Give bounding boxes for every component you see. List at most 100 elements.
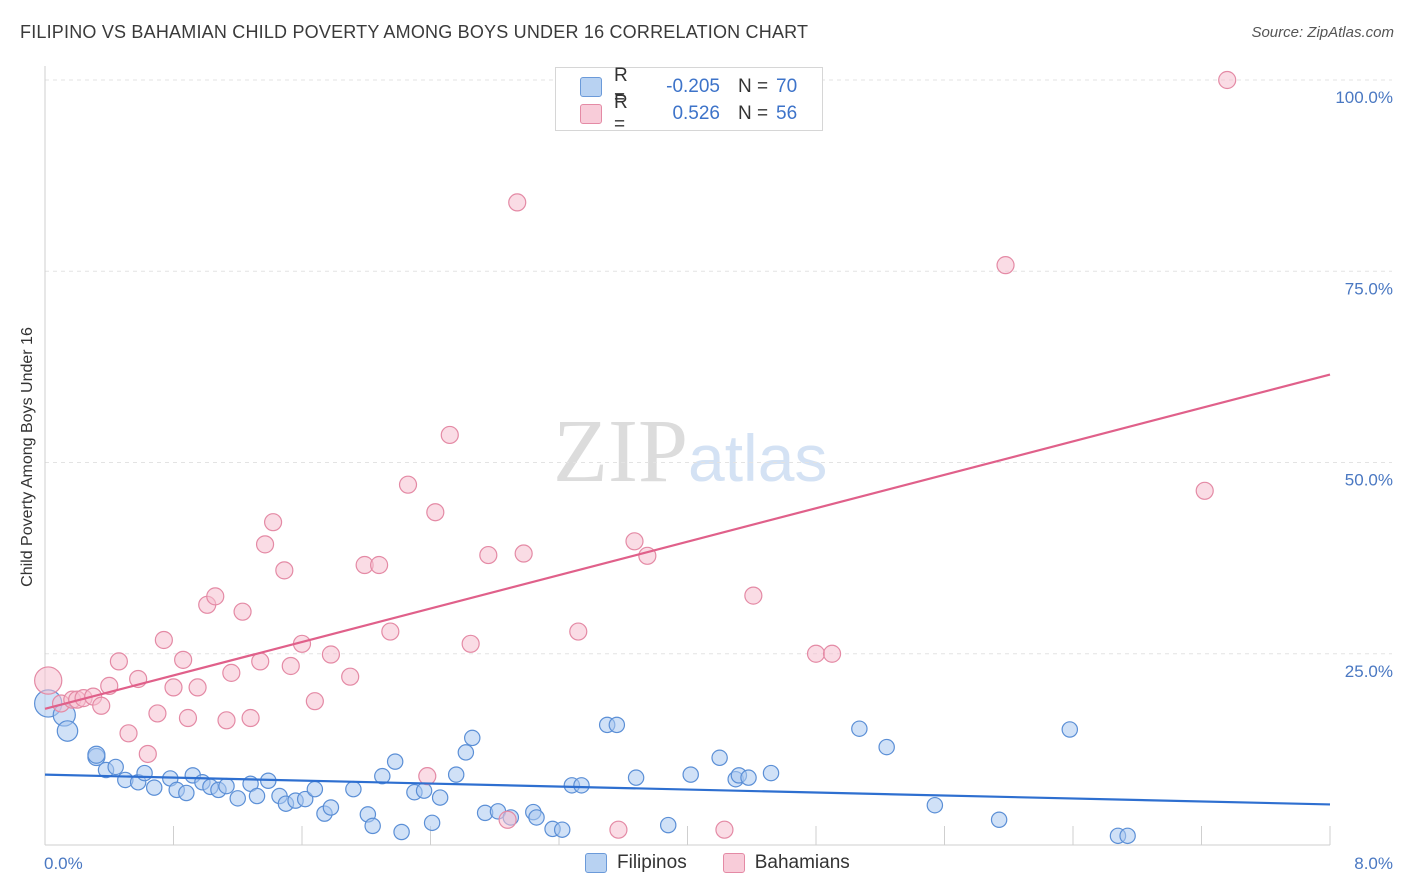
filipino-point <box>345 780 362 798</box>
filipino-point <box>851 720 868 737</box>
bahamian-point <box>341 667 360 686</box>
bahamian-point <box>206 587 225 606</box>
filipino-point <box>145 779 163 796</box>
bahamian-point <box>138 744 157 764</box>
filipino-point <box>218 777 235 795</box>
watermark-zip: ZIP <box>553 402 688 501</box>
bahamian-point <box>1195 481 1214 500</box>
bahamian-point <box>806 644 826 663</box>
axes <box>44 66 1331 846</box>
watermark-atlas: atlas <box>688 421 828 495</box>
filipino-point <box>386 753 404 770</box>
bahamian-point <box>625 532 644 551</box>
bahamian-point <box>1218 70 1237 90</box>
filipino-point <box>107 758 124 776</box>
filipino-point <box>374 767 391 785</box>
bahamian-point <box>715 820 734 839</box>
filipinos-trend-line <box>44 773 1331 806</box>
filipino-point <box>248 787 266 805</box>
filipino-point <box>1061 721 1079 738</box>
legend-n-label: N = <box>738 103 769 124</box>
bahamians-trend-line <box>44 373 1331 710</box>
filipino-point <box>528 809 545 826</box>
y-tick-label: 50.0% <box>1345 471 1393 490</box>
x-tick-label: 8.0% <box>1354 854 1393 873</box>
filipino-point <box>878 738 895 756</box>
filipino-point <box>659 816 677 834</box>
correlation-legend: R = -0.205 N = 70 R = 0.526 N = 56 <box>555 65 823 135</box>
bahamian-point <box>275 561 294 580</box>
tick-labels: 100.0% 75.0% 50.0% 25.0% 0.0% 8.0% <box>44 88 1393 873</box>
bahamian-point <box>34 666 63 695</box>
filipino-point <box>447 766 465 783</box>
filipino-point <box>393 823 410 841</box>
filipino-point <box>762 764 780 782</box>
bahamian-point <box>263 513 283 532</box>
filipino-point <box>56 720 79 742</box>
swatch-filipinos <box>585 853 607 873</box>
swatch-bahamians <box>722 853 745 873</box>
filipino-point <box>423 814 441 832</box>
filipino-point <box>431 789 449 806</box>
legend-r-value: 0.526 <box>672 103 720 124</box>
bahamian-point <box>479 545 498 565</box>
legend-r-value: -0.205 <box>666 76 720 97</box>
bahamian-point <box>222 663 241 682</box>
y-tick-label: 100.0% <box>1335 88 1393 107</box>
bahamian-point <box>154 630 173 650</box>
legend-item-bahamians[interactable]: Bahamians <box>722 852 850 874</box>
filipino-point <box>553 821 571 838</box>
bahamian-point <box>241 708 260 728</box>
filipino-point <box>573 777 590 794</box>
filipino-point <box>608 716 626 734</box>
legend-item-filipinos[interactable]: Filipinos <box>585 852 687 874</box>
bahamian-point <box>381 622 400 641</box>
legend-row-bahamians: R = 0.526 N = 56 <box>580 92 798 135</box>
legend-swatch-bahamians <box>580 104 602 124</box>
bahamian-point <box>508 193 527 212</box>
bahamian-point <box>255 535 275 554</box>
bahamian-point <box>744 586 763 605</box>
legend-n-value: 56 <box>776 103 798 124</box>
watermark: ZIPatlas <box>553 400 827 503</box>
legend-label-filipinos: Filipinos <box>617 852 687 873</box>
filipino-point <box>740 769 757 786</box>
bahamian-point <box>569 622 588 641</box>
filipino-point <box>682 766 699 783</box>
bahamian-point <box>174 650 193 669</box>
bahamian-point <box>148 704 167 723</box>
bahamian-point <box>119 724 138 743</box>
bahamian-point <box>461 634 480 653</box>
bahamian-point <box>996 256 1015 275</box>
bahamian-point <box>281 656 300 676</box>
filipino-point <box>136 764 153 782</box>
bahamian-point <box>178 708 198 728</box>
filipino-point <box>464 729 481 747</box>
bahamian-point <box>426 503 445 522</box>
bahamian-point <box>822 644 842 663</box>
legend-label-bahamians: Bahamians <box>754 852 850 873</box>
bahamian-point <box>418 767 437 786</box>
source-credit: Source: ZipAtlas.com <box>1251 24 1394 41</box>
y-tick-label: 75.0% <box>1345 279 1393 298</box>
legend-r-label: R = <box>614 92 628 135</box>
filipino-point <box>178 784 195 802</box>
bahamian-point <box>498 810 517 829</box>
filipino-point <box>306 780 324 798</box>
chart-title: FILIPINO VS BAHAMIAN CHILD POVERTY AMONG… <box>20 22 809 42</box>
filipino-point <box>415 782 433 799</box>
bahamian-point <box>109 652 128 671</box>
series-legend: Filipinos Bahamians <box>585 852 886 874</box>
bahamian-point <box>514 544 533 563</box>
bahamian-point <box>398 475 418 494</box>
bahamian-point <box>188 678 207 697</box>
filipino-point <box>990 811 1008 829</box>
legend-row-filipinos: R = -0.205 N = 70 <box>580 65 797 108</box>
filipino-point <box>296 790 314 808</box>
x-tick-label: 0.0% <box>44 854 83 873</box>
filipino-point <box>457 744 475 761</box>
filipino-point <box>87 745 106 764</box>
bahamian-point <box>609 820 628 839</box>
bahamians-points <box>34 70 1237 839</box>
